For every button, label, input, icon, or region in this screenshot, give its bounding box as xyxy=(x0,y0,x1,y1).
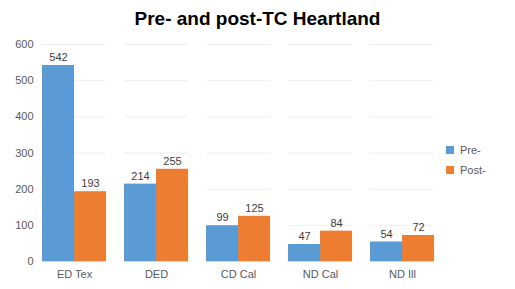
svg-text:ND Ill: ND Ill xyxy=(389,268,416,280)
svg-text:214: 214 xyxy=(131,170,149,182)
svg-text:600: 600 xyxy=(15,38,33,50)
svg-text:72: 72 xyxy=(412,221,424,233)
svg-text:84: 84 xyxy=(330,217,342,229)
svg-text:54: 54 xyxy=(380,227,392,239)
svg-text:CD Cal: CD Cal xyxy=(221,268,256,280)
svg-text:500: 500 xyxy=(15,74,33,86)
svg-text:300: 300 xyxy=(15,147,33,159)
svg-text:DED: DED xyxy=(145,268,168,280)
svg-text:125: 125 xyxy=(245,202,263,214)
svg-text:ND Cal: ND Cal xyxy=(303,268,338,280)
html-text:Post-: Post- xyxy=(460,163,486,176)
svg-text:99: 99 xyxy=(216,211,228,223)
svg-text:193: 193 xyxy=(81,177,99,189)
svg-text:542: 542 xyxy=(49,51,67,63)
svg-text:255: 255 xyxy=(163,155,181,167)
svg-text:200: 200 xyxy=(15,183,33,195)
html-text:Pre-: Pre- xyxy=(460,143,481,156)
svg-text:ED Tex: ED Tex xyxy=(57,268,93,280)
html-text:Pre- and post-TC Heartland: Pre- and post-TC Heartland xyxy=(134,8,381,29)
svg-text:47: 47 xyxy=(298,230,310,242)
svg-text:400: 400 xyxy=(15,110,33,122)
svg-text:100: 100 xyxy=(15,219,33,231)
svg-text:0: 0 xyxy=(27,255,33,267)
